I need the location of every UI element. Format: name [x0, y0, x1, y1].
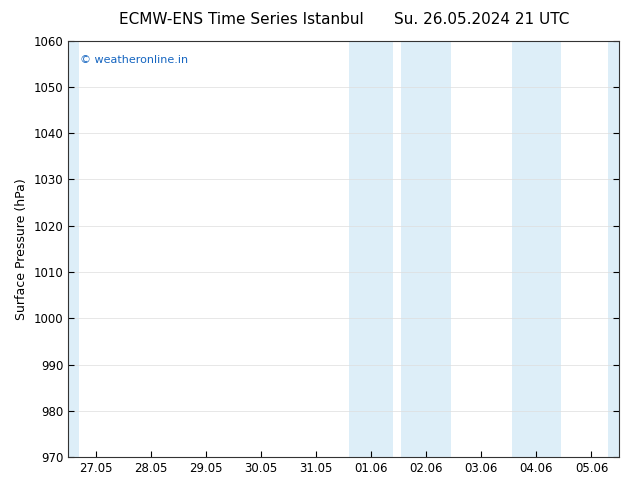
Bar — [401, 41, 451, 457]
Text: © weatheronline.in: © weatheronline.in — [81, 55, 188, 65]
Y-axis label: Surface Pressure (hPa): Surface Pressure (hPa) — [15, 178, 28, 320]
Bar — [512, 41, 561, 457]
Text: Su. 26.05.2024 21 UTC: Su. 26.05.2024 21 UTC — [394, 12, 569, 27]
Bar — [608, 41, 619, 457]
Bar — [349, 41, 393, 457]
Text: ECMW-ENS Time Series Istanbul: ECMW-ENS Time Series Istanbul — [119, 12, 363, 27]
Bar — [68, 41, 79, 457]
